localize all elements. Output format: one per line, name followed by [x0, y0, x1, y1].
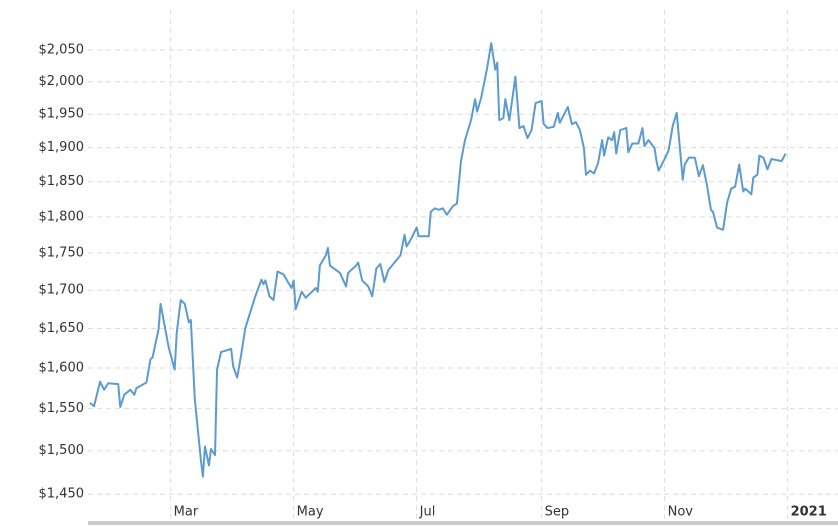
y-tick-label: $2,050 — [39, 43, 85, 58]
y-tick-label: $1,650 — [39, 321, 85, 336]
y-tick-label: $1,900 — [39, 140, 85, 155]
x-tick-label: Sep — [545, 505, 570, 520]
y-tick-label: $1,500 — [39, 443, 85, 458]
x-tick-label: Mar — [174, 505, 199, 520]
y-tick-label: $1,450 — [39, 487, 85, 502]
x-tick-label: 2021 — [791, 505, 827, 520]
y-tick-label: $1,550 — [39, 401, 85, 416]
y-tick-label: $1,850 — [39, 174, 85, 189]
x-tick-label: May — [297, 505, 324, 520]
y-tick-label: $1,600 — [39, 360, 85, 375]
price-line — [89, 42, 787, 478]
y-tick-label: $1,750 — [39, 246, 85, 261]
y-tick-label: $1,800 — [39, 209, 85, 224]
y-tick-label: $1,950 — [39, 107, 85, 122]
y-tick-label: $1,700 — [39, 283, 85, 298]
x-tick-label: Jul — [419, 505, 436, 520]
y-tick-label: $2,000 — [39, 74, 85, 89]
x-tick-label: Nov — [668, 505, 694, 520]
x-axis-bar — [88, 521, 838, 525]
